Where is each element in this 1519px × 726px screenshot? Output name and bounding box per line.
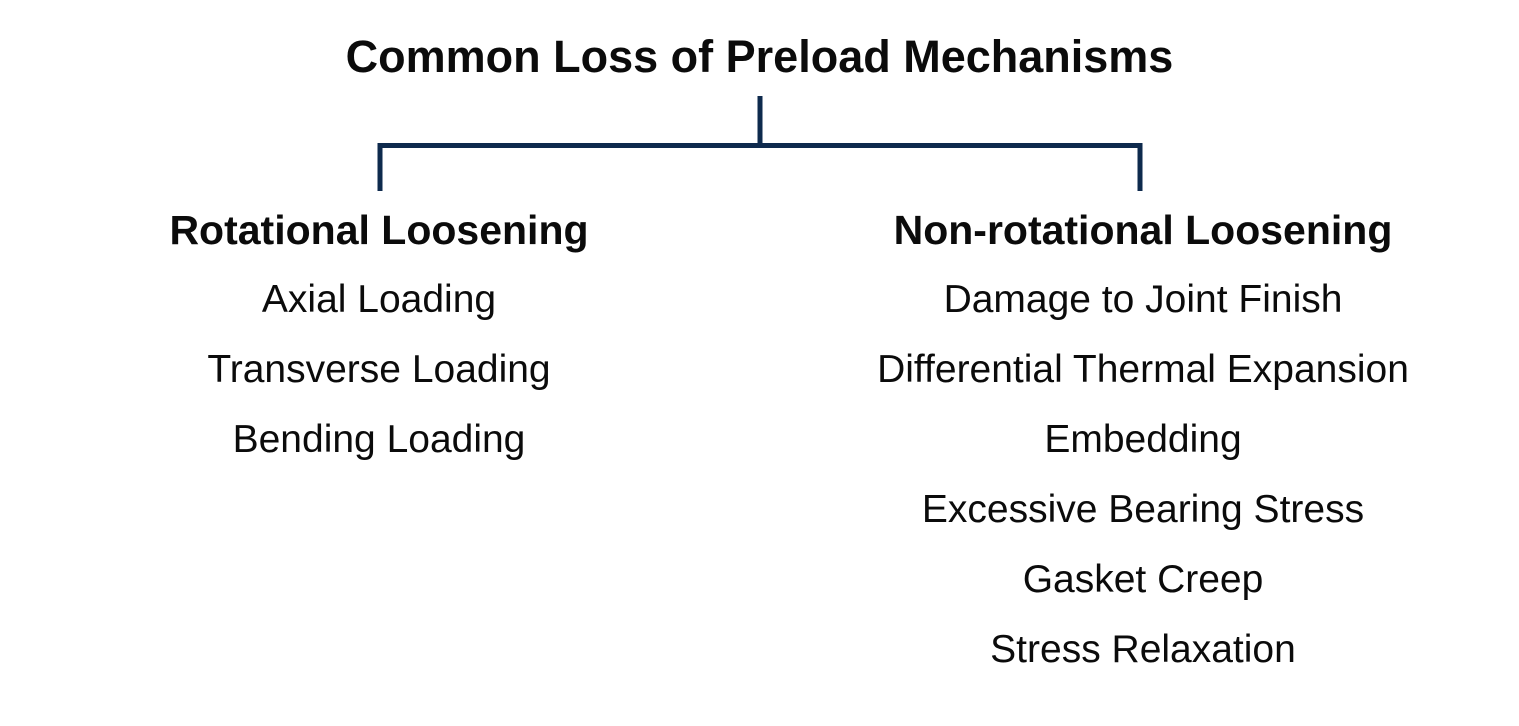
branch-item-bending-loading: Bending Loading bbox=[232, 418, 526, 461]
branch-non-rotational: Non-rotational Loosening Damage to Joint… bbox=[877, 195, 1409, 685]
branch-item-transverse-loading: Transverse Loading bbox=[207, 348, 551, 391]
branch-rotational: Rotational Loosening Axial Loading Trans… bbox=[169, 195, 588, 475]
branch-rotational-heading: Rotational Loosening bbox=[169, 207, 589, 253]
branch-item-excessive-bearing-stress: Excessive Bearing Stress bbox=[921, 488, 1365, 531]
branch-non-rotational-heading: Non-rotational Loosening bbox=[893, 207, 1393, 253]
branch-item-damage-to-joint-finish: Damage to Joint Finish bbox=[943, 278, 1343, 321]
branch-item-differential-thermal-expansion: Differential Thermal Expansion bbox=[877, 348, 1409, 391]
branch-item-stress-relaxation: Stress Relaxation bbox=[990, 628, 1296, 671]
branch-item-axial-loading: Axial Loading bbox=[261, 278, 497, 321]
branch-bracket-line bbox=[377, 143, 1143, 191]
diagram-title: Common Loss of Preload Mechanisms bbox=[345, 31, 1174, 82]
branch-item-gasket-creep: Gasket Creep bbox=[1022, 558, 1264, 601]
branch-item-embedding: Embedding bbox=[1044, 418, 1242, 461]
